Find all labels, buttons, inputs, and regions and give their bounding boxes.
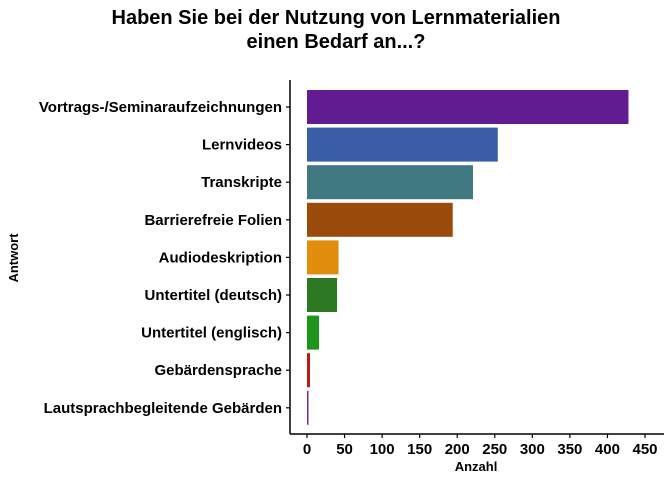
category-label-7: Gebärdensprache xyxy=(154,362,282,379)
x-tick-label-9: 450 xyxy=(632,441,657,458)
category-label-2: Transkripte xyxy=(201,174,282,191)
x-tick-label-7: 350 xyxy=(557,441,582,458)
x-axis-title: Anzahl xyxy=(455,459,498,474)
category-label-8: Lautsprachbegleitende Gebärden xyxy=(44,400,282,417)
x-tick-label-5: 250 xyxy=(482,441,507,458)
category-label-3: Barrierefreie Folien xyxy=(144,212,282,229)
bars-group xyxy=(307,90,629,425)
x-axis-ticks: 0 50 100 150 200 250 300 350 400 450 xyxy=(303,434,658,458)
category-label-6: Untertitel (englisch) xyxy=(141,325,282,342)
bar-3 xyxy=(307,202,453,237)
chart-title-line-1: Haben Sie bei der Nutzung von Lernmateri… xyxy=(111,7,561,29)
x-tick-label-1: 50 xyxy=(336,441,353,458)
bar-0 xyxy=(307,90,629,124)
category-labels: Vortrags-/Seminaraufzeichnungen Lernvideo… xyxy=(39,99,290,417)
bar-8 xyxy=(307,390,309,425)
category-label-5: Untertitel (deutsch) xyxy=(144,287,282,304)
category-label-4: Audiodeskription xyxy=(159,249,282,266)
x-tick-label-6: 300 xyxy=(520,441,545,458)
bar-7 xyxy=(307,353,311,388)
bar-5 xyxy=(307,278,338,312)
x-tick-label-0: 0 xyxy=(303,441,311,458)
x-tick-label-8: 400 xyxy=(595,441,620,458)
chart-title-line-2: einen Bedarf an...? xyxy=(246,31,426,53)
chart-title: Haben Sie bei der Nutzung von Lernmateri… xyxy=(0,6,672,54)
x-tick-label-4: 200 xyxy=(445,441,470,458)
x-tick-label-3: 150 xyxy=(407,441,432,458)
category-label-1: Lernvideos xyxy=(202,137,282,154)
y-axis-title: Antwort xyxy=(6,233,21,283)
bar-2 xyxy=(307,165,473,200)
bar-6 xyxy=(307,315,320,350)
category-label-0: Vortrags-/Seminaraufzeichnungen xyxy=(39,99,282,116)
bar-1 xyxy=(307,127,498,162)
x-tick-label-2: 100 xyxy=(370,441,395,458)
bar-4 xyxy=(307,240,339,275)
